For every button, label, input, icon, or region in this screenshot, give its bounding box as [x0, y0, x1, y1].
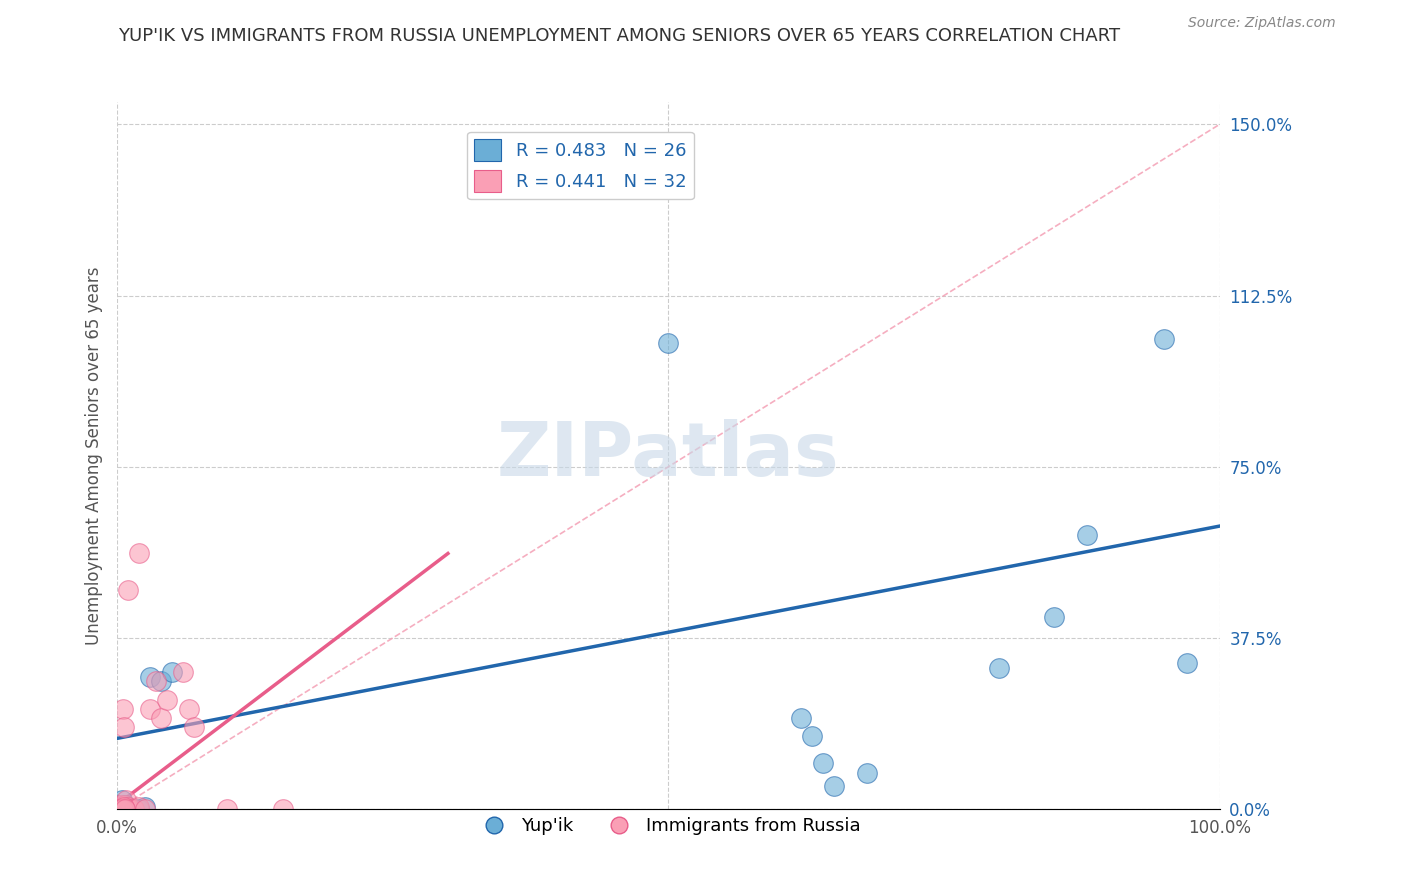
Point — [156, 692, 179, 706]
Point — [122, 802, 145, 816]
Point — [856, 765, 879, 780]
Point — [110, 802, 132, 816]
Point — [128, 802, 150, 816]
Point — [145, 674, 167, 689]
Point — [107, 802, 129, 816]
Point — [183, 720, 205, 734]
Point — [134, 800, 156, 814]
Text: Source: ZipAtlas.com: Source: ZipAtlas.com — [1188, 16, 1336, 29]
Point — [217, 802, 239, 816]
Point — [162, 665, 184, 680]
Point — [117, 582, 139, 597]
Point — [823, 780, 845, 794]
Point — [114, 797, 136, 812]
Point — [128, 800, 150, 814]
Point — [108, 800, 131, 814]
Point — [134, 802, 156, 816]
Point — [1153, 332, 1175, 346]
Point — [1175, 656, 1198, 670]
Point — [117, 800, 139, 814]
Point — [112, 720, 135, 734]
Point — [150, 674, 173, 689]
Point — [111, 802, 134, 816]
Point — [271, 802, 294, 816]
Text: YUP'IK VS IMMIGRANTS FROM RUSSIA UNEMPLOYMENT AMONG SENIORS OVER 65 YEARS CORREL: YUP'IK VS IMMIGRANTS FROM RUSSIA UNEMPLO… — [118, 27, 1119, 45]
Point — [1043, 610, 1066, 624]
Point — [988, 660, 1011, 674]
Point — [120, 802, 142, 816]
Point — [115, 802, 138, 816]
Point — [114, 797, 136, 812]
Point — [177, 702, 200, 716]
Y-axis label: Unemployment Among Seniors over 65 years: Unemployment Among Seniors over 65 years — [86, 266, 103, 645]
Point — [110, 802, 132, 816]
Point — [111, 802, 134, 816]
Point — [800, 729, 823, 743]
Point — [108, 800, 131, 814]
Point — [112, 800, 135, 814]
Point — [111, 800, 134, 814]
Point — [117, 802, 139, 816]
Point — [1076, 528, 1098, 542]
Point — [172, 665, 194, 680]
Point — [112, 800, 135, 814]
Point — [128, 546, 150, 560]
Point — [150, 711, 173, 725]
Point — [110, 802, 132, 816]
Legend: Yup'ik, Immigrants from Russia: Yup'ik, Immigrants from Russia — [470, 810, 868, 843]
Point — [110, 793, 132, 807]
Point — [122, 802, 145, 816]
Text: ZIPatlas: ZIPatlas — [498, 419, 839, 491]
Point — [114, 802, 136, 816]
Point — [139, 670, 162, 684]
Point — [811, 756, 834, 771]
Point — [110, 797, 132, 812]
Point — [657, 336, 679, 351]
Point — [115, 793, 138, 807]
Point — [107, 797, 129, 812]
Point — [115, 802, 138, 816]
Point — [789, 711, 811, 725]
Point — [110, 802, 132, 816]
Point — [112, 802, 135, 816]
Point — [111, 702, 134, 716]
Point — [139, 702, 162, 716]
